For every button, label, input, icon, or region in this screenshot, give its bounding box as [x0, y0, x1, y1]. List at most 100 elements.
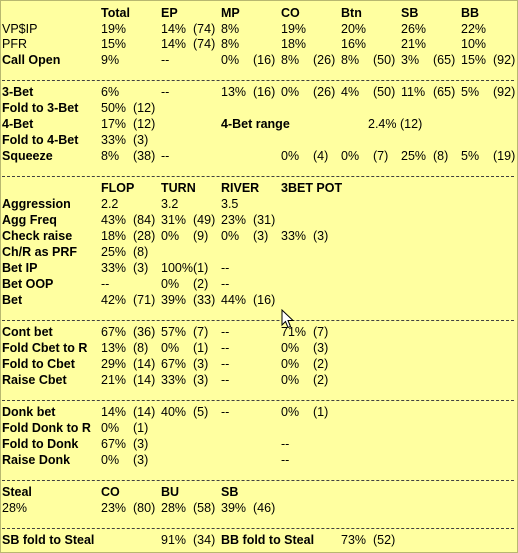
- stat-value: 13%: [221, 85, 247, 99]
- stat-value: 3%: [401, 53, 420, 67]
- stat-value: --: [281, 437, 290, 451]
- section-divider: [2, 80, 514, 81]
- stat-value: 0%: [281, 373, 300, 387]
- stat-value: BB: [461, 6, 480, 20]
- stat-value: (52): [373, 533, 396, 547]
- stat-value: 13%: [101, 341, 127, 355]
- stat-value: 0%: [101, 421, 120, 435]
- stat-value: 0%: [341, 149, 360, 163]
- stat-value: --: [161, 85, 170, 99]
- stat-label: Bet OOP: [2, 277, 54, 291]
- stat-value: 3.5: [221, 197, 239, 211]
- stat-value: --: [221, 261, 230, 275]
- stat-value: 20%: [341, 22, 367, 36]
- mouse-pointer-icon: [281, 309, 295, 329]
- stat-value: (3): [133, 437, 149, 451]
- stat-value: 57%: [161, 325, 187, 339]
- stat-value: 33%: [101, 133, 127, 147]
- stat-value: (16): [253, 293, 276, 307]
- stat-value: (80): [133, 501, 156, 515]
- stat-value: (65): [433, 85, 456, 99]
- stat-value: 9%: [101, 53, 120, 67]
- stat-label: Steal: [2, 485, 32, 499]
- stat-value: 4%: [341, 85, 360, 99]
- stat-value: --: [161, 149, 170, 163]
- stat-value: TURN: [161, 181, 196, 195]
- stat-value: 71%: [281, 325, 307, 339]
- stat-value: 16%: [341, 37, 367, 51]
- stat-value: 19%: [101, 22, 127, 36]
- stat-value: (36): [133, 325, 156, 339]
- stat-label: Aggression: [2, 197, 71, 211]
- stat-value: (14): [133, 373, 156, 387]
- stat-value: 8%: [341, 53, 360, 67]
- stat-label: Fold to Donk: [2, 437, 79, 451]
- stat-value: (92): [493, 53, 516, 67]
- stat-value: 31%: [161, 213, 187, 227]
- stat-label: Bet: [2, 293, 23, 307]
- stat-value: 5%: [461, 149, 480, 163]
- stat-label: Agg Freq: [2, 213, 57, 227]
- stat-label: Ch/R as PRF: [2, 245, 78, 259]
- stat-value: --: [221, 357, 230, 371]
- stat-value: (5): [193, 405, 209, 419]
- stat-value: FLOP: [101, 181, 135, 195]
- stat-value: (92): [493, 85, 516, 99]
- stat-label: PFR: [2, 37, 27, 51]
- stat-label: Check raise: [2, 229, 73, 243]
- stat-value: --: [161, 53, 170, 67]
- stat-value: 2.4%: [368, 117, 397, 131]
- stat-value: (3): [133, 133, 149, 147]
- stat-value: 67%: [101, 325, 127, 339]
- stat-value: (8): [433, 149, 449, 163]
- stat-value: --: [221, 325, 230, 339]
- stat-value: (58): [193, 501, 216, 515]
- stat-value: 5%: [461, 85, 480, 99]
- stat-label: Bet IP: [2, 261, 38, 275]
- stat-value: --: [221, 277, 230, 291]
- stat-value: 21%: [401, 37, 427, 51]
- stat-value: (34): [193, 533, 216, 547]
- stat-value: --: [101, 277, 110, 291]
- stat-value: BB fold to Steal: [221, 533, 315, 547]
- stat-value: 19%: [281, 22, 307, 36]
- stat-value: (84): [133, 213, 156, 227]
- stat-value: (65): [433, 53, 456, 67]
- stat-value: 17%: [101, 117, 127, 131]
- stat-value: 91%: [161, 533, 187, 547]
- stat-value: 0%: [101, 453, 120, 467]
- stat-value: 42%: [101, 293, 127, 307]
- stat-value: 39%: [161, 293, 187, 307]
- stat-value: (7): [193, 325, 209, 339]
- stat-value: (7): [373, 149, 389, 163]
- stat-value: 10%: [461, 37, 487, 51]
- stat-value: 0%: [221, 53, 240, 67]
- stat-value: 40%: [161, 405, 187, 419]
- stat-value: (3): [133, 453, 149, 467]
- stat-value: 4-Bet range: [221, 117, 290, 131]
- stat-value: (3): [193, 373, 209, 387]
- stat-label: 28%: [2, 501, 28, 515]
- section-divider: [2, 400, 514, 401]
- stat-value: 25%: [401, 149, 427, 163]
- stat-label: Donk bet: [2, 405, 56, 419]
- stat-value: 44%: [221, 293, 247, 307]
- stat-value: 3BET POT: [281, 181, 343, 195]
- stat-label: Fold to Cbet: [2, 357, 75, 371]
- stat-value: 14%: [101, 405, 127, 419]
- stat-value: 0%: [281, 357, 300, 371]
- stat-value: (3): [253, 229, 269, 243]
- stat-value: 23%: [221, 213, 247, 227]
- stat-value: (3): [193, 357, 209, 371]
- stat-value: (1): [313, 405, 329, 419]
- stat-value: (16): [253, 85, 276, 99]
- stat-value: 8%: [281, 53, 300, 67]
- stat-value: (19): [493, 149, 516, 163]
- stat-value: (12): [133, 117, 156, 131]
- stat-value: 0%: [221, 229, 240, 243]
- stat-label: 3-Bet: [2, 85, 34, 99]
- stat-label: Fold Donk to R: [2, 421, 91, 435]
- section-divider: [2, 480, 514, 481]
- stat-value: SB: [401, 6, 419, 20]
- stat-label: VP$IP: [2, 22, 38, 36]
